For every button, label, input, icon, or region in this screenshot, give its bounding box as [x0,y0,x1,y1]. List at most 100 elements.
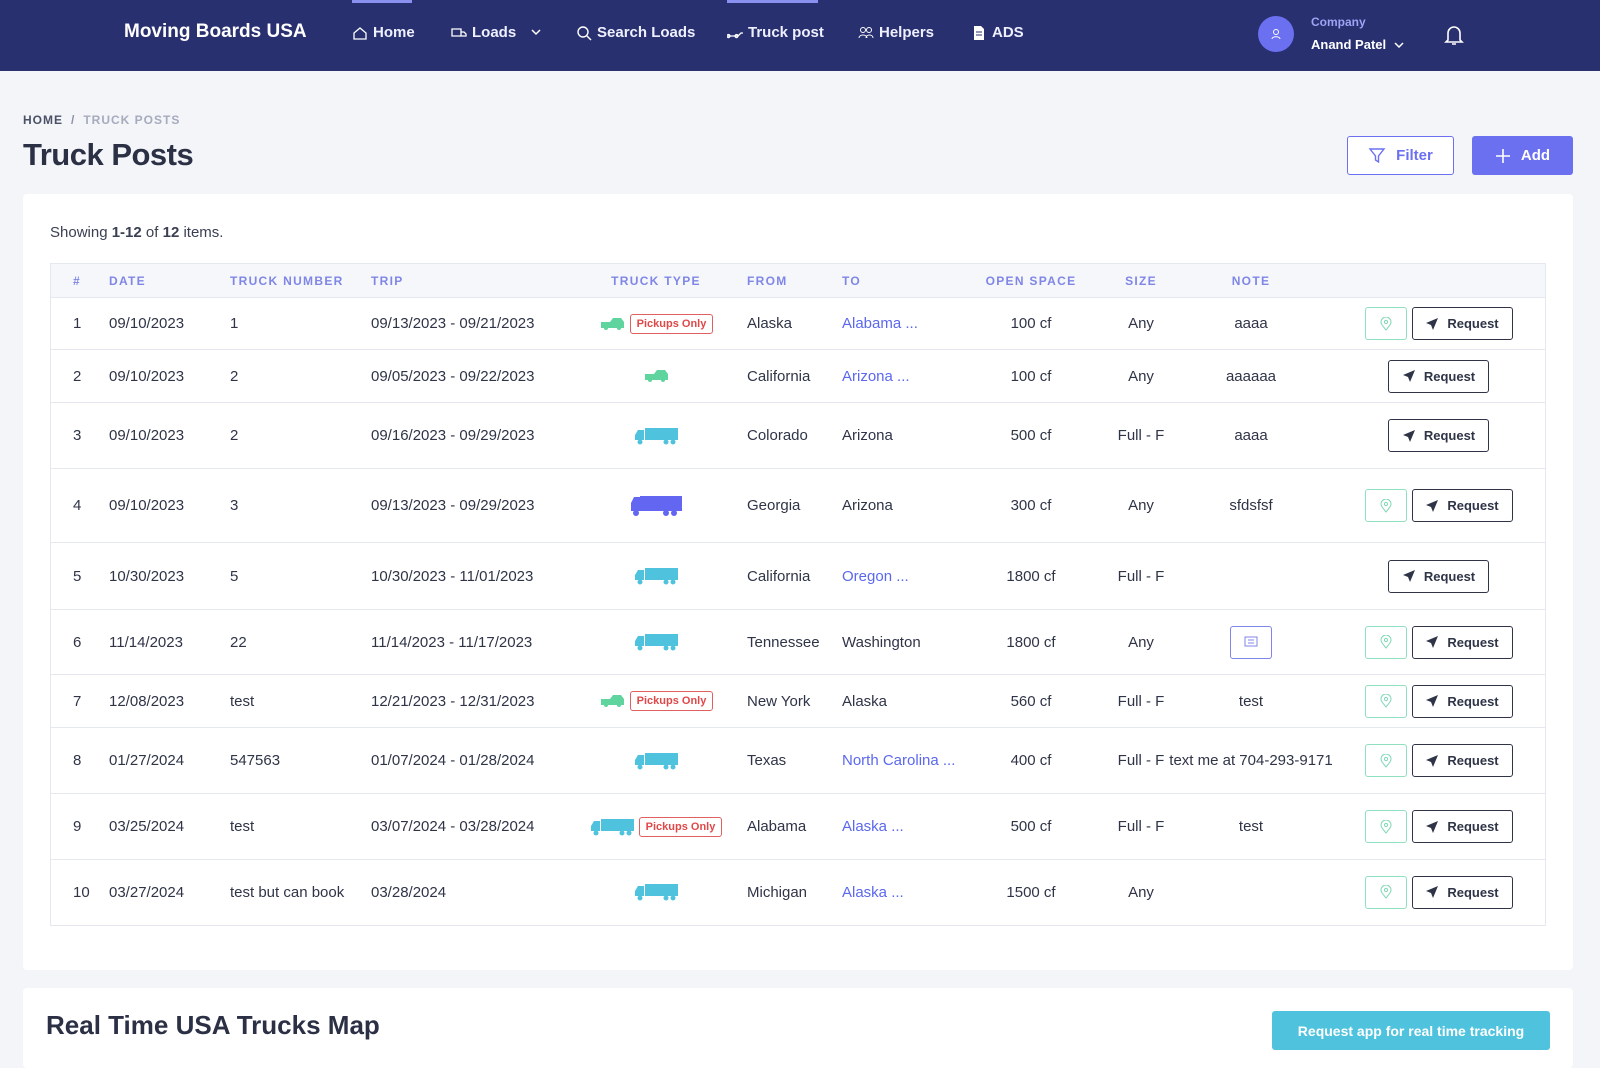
truck-number: 5 [230,567,239,585]
request-label: Request [1447,634,1499,650]
to[interactable]: Alabama ... [842,315,918,332]
breadcrumb-home[interactable]: HOME [23,113,63,127]
nav-item[interactable]: Home [352,24,415,41]
truck-icon [634,633,678,651]
actions: Request [1331,794,1546,859]
table-row: 4 09/10/2023 3 09/13/2023 - 09/29/2023 Georg… [51,468,1545,542]
breadcrumb: HOME / TRUCK POSTS [23,113,181,127]
size: Full - F [1117,692,1165,710]
truck-type [581,350,731,402]
table-row: 2 09/10/2023 2 09/05/2023 - 09/22/2023 Calif… [51,349,1545,402]
to[interactable]: Alaska ... [842,883,904,901]
table: # DATE TRUCK NUMBER TRIP TRUCK TYPE FROM TO OPE… [50,263,1546,926]
request-label: Request [1447,693,1499,709]
truck-type [581,543,731,609]
location-button[interactable] [1364,307,1407,340]
request-label: Request [1423,368,1476,384]
actions: Request [1331,403,1546,468]
location-button[interactable] [1364,489,1407,522]
truck-icon [599,317,625,331]
to[interactable]: Oregon ... [842,567,909,585]
request-button[interactable]: Request [1388,359,1489,393]
actions: Request [1331,298,1546,349]
table-row: 8 01/27/2024 547563 01/07/2024 - 01/28/2024… [51,727,1545,793]
trip: 09/13/2023 - 09/21/2023 [371,315,535,332]
trip: 03/07/2024 - 03/28/2024 [371,818,535,835]
truck-type: Pickups Only [581,298,731,349]
breadcrumb-current: TRUCK POSTS [83,113,181,127]
note-icon [1244,636,1258,648]
size: Full - F [1117,818,1165,835]
pin-icon [1379,316,1392,331]
location-button[interactable] [1364,810,1407,843]
tracking-button[interactable]: Request app for real time tracking [1272,1011,1550,1050]
nav-item[interactable]: Helpers [858,24,934,41]
truck-type [581,860,731,924]
request-button[interactable]: Request [1411,307,1513,340]
filter-button[interactable]: Filter [1347,136,1454,175]
truck-number: 2 [230,427,239,444]
column-header: OPEN SPACE [985,273,1077,288]
request-button[interactable]: Request [1411,625,1513,659]
truck-number: test but can book [230,883,345,901]
truck-number: 22 [230,633,247,651]
table-card: Showing 1-12 of 12 items. # DATE TRUCK NUM… [23,194,1573,970]
request-button[interactable]: Request [1388,419,1489,452]
from: Alabama [747,818,807,835]
bell-icon[interactable] [1443,23,1465,47]
nav-item[interactable]: Search Loads [576,24,695,41]
from: California [747,367,811,385]
pin-icon [1379,635,1392,649]
request-button[interactable]: Request [1411,875,1513,909]
nav-item[interactable]: Loads [451,24,543,41]
request-button[interactable]: Request [1411,744,1513,777]
open-space: 560 cf [1010,692,1052,710]
location-button[interactable] [1364,875,1407,909]
note-button[interactable] [1230,625,1272,659]
request-button[interactable]: Request [1411,684,1513,718]
note: aaaa [1234,315,1268,332]
truck-number: 547563 [230,752,281,769]
from: New York [747,692,811,710]
brand[interactable]: Moving Boards USA [124,21,307,42]
from: Tennessee [747,633,820,651]
to[interactable]: Alaska ... [842,818,904,835]
request-button[interactable]: Request [1388,559,1489,593]
row-number: 10 [73,883,90,901]
to[interactable]: North Carolina ... [842,752,956,769]
summary-prefix: Showing [50,224,108,241]
nav-icon [451,25,467,41]
nav-icon [576,25,592,41]
truck-badge: Pickups Only [638,816,723,837]
request-label: Request [1423,428,1476,443]
table-row: 10 03/27/2024 test but can book 03/28/2024 M… [51,859,1545,924]
size: Full - F [1117,567,1165,585]
nav-item[interactable]: ADS [971,24,1024,41]
table-row: 9 03/25/2024 test 03/07/2024 - 03/28/2024 Pi… [51,793,1545,859]
send-icon [1402,369,1416,383]
request-button[interactable]: Request [1411,489,1513,522]
map-card: Real Time USA Trucks Map Request app for… [23,988,1573,1068]
row-number: 4 [73,497,82,514]
location-button[interactable] [1364,744,1407,777]
user-role: Company [1311,15,1366,29]
size: Any [1128,315,1154,332]
from: Alaska [747,315,793,332]
location-button[interactable] [1364,625,1407,659]
user-menu[interactable]: Anand Patel [1311,37,1404,52]
open-space: 400 cf [1010,752,1052,769]
summary-of: of [145,224,159,241]
avatar[interactable] [1258,16,1294,52]
location-button[interactable] [1364,684,1407,718]
trip: 12/21/2023 - 12/31/2023 [371,692,535,710]
nav-item[interactable]: Truck post [727,24,824,41]
size: Any [1128,883,1154,901]
date: 09/10/2023 [109,315,185,332]
request-button[interactable]: Request [1411,810,1513,843]
trip: 10/30/2023 - 11/01/2023 [371,567,534,585]
add-button[interactable]: Add [1472,136,1573,175]
actions: Request [1331,860,1546,924]
chevron [529,28,543,37]
to[interactable]: Arizona ... [842,367,910,385]
nav-label: ADS [992,24,1024,41]
